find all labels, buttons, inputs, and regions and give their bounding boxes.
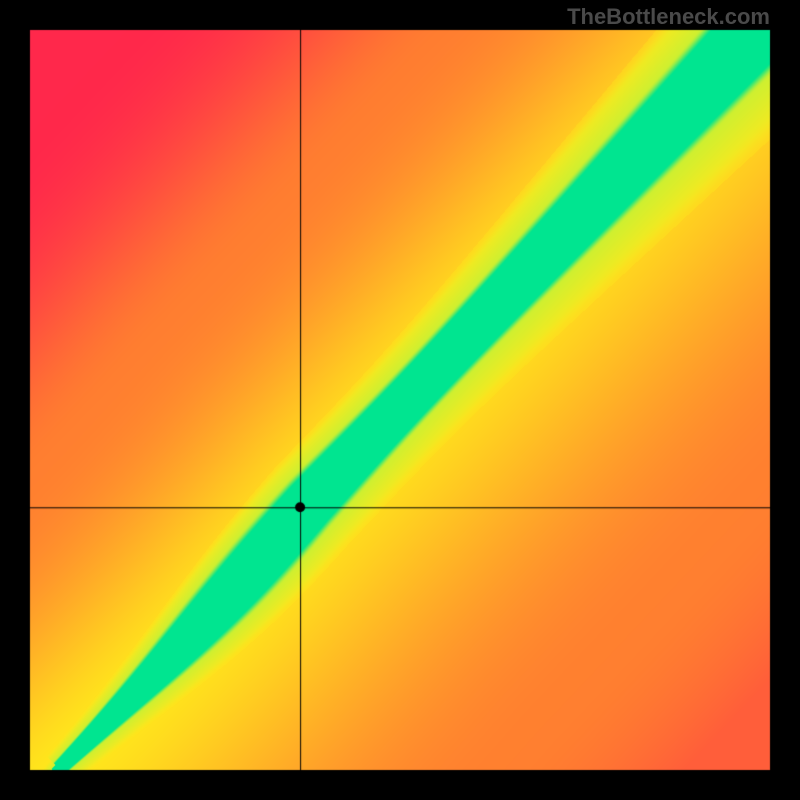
chart-container: TheBottleneck.com <box>0 0 800 800</box>
heatmap-canvas <box>0 0 800 800</box>
